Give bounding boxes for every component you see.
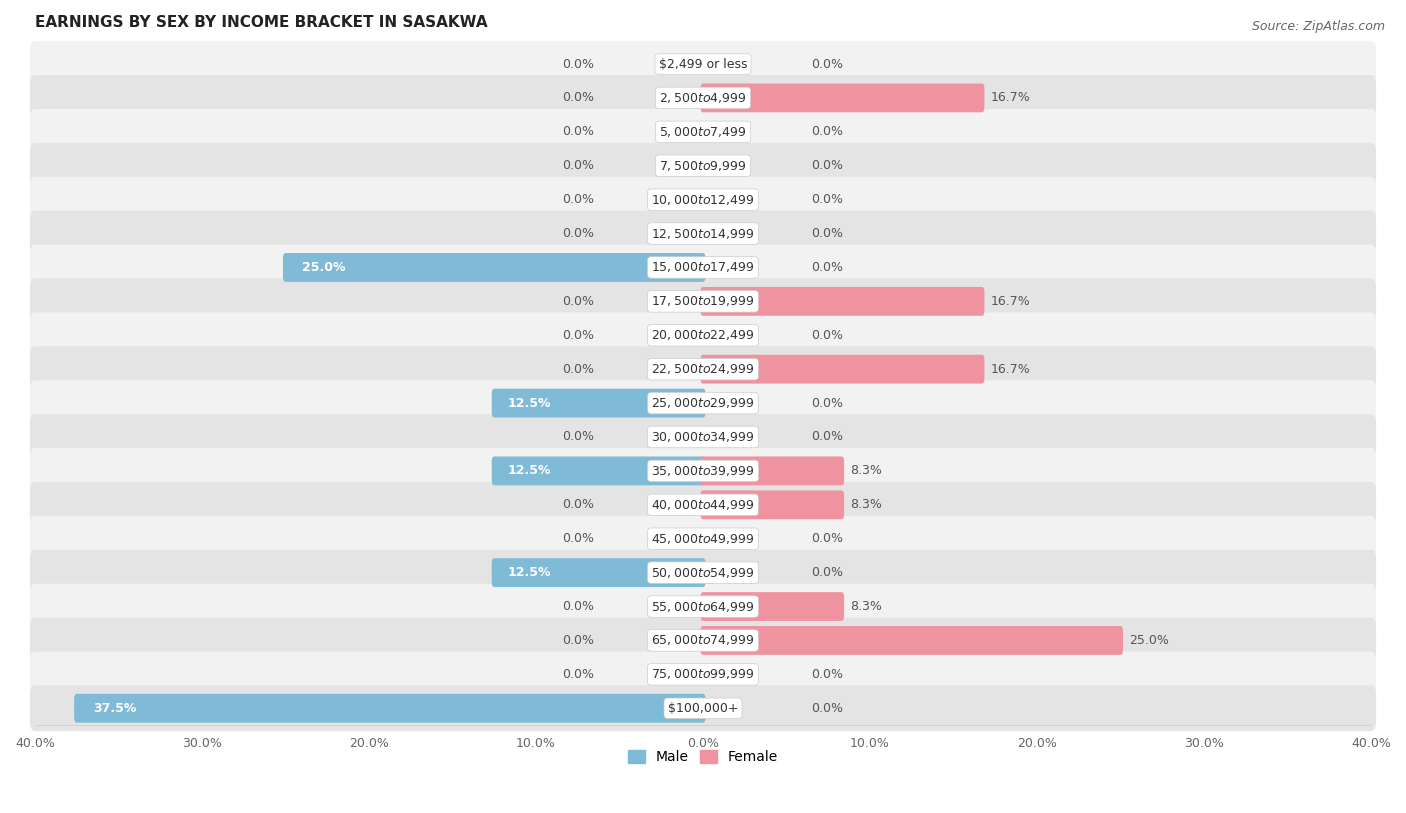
FancyBboxPatch shape — [30, 245, 1376, 290]
Text: $20,000 to $22,499: $20,000 to $22,499 — [651, 328, 755, 342]
FancyBboxPatch shape — [30, 651, 1376, 698]
Text: 0.0%: 0.0% — [562, 363, 595, 376]
Text: $65,000 to $74,999: $65,000 to $74,999 — [651, 633, 755, 647]
Text: 0.0%: 0.0% — [811, 125, 844, 138]
Text: $30,000 to $34,999: $30,000 to $34,999 — [651, 430, 755, 444]
Text: 0.0%: 0.0% — [562, 431, 595, 444]
FancyBboxPatch shape — [30, 550, 1376, 595]
Text: $50,000 to $54,999: $50,000 to $54,999 — [651, 566, 755, 580]
Text: 12.5%: 12.5% — [508, 566, 551, 579]
FancyBboxPatch shape — [700, 626, 1123, 654]
Text: 0.0%: 0.0% — [562, 600, 595, 613]
Text: $15,000 to $17,499: $15,000 to $17,499 — [651, 260, 755, 275]
Text: $22,500 to $24,999: $22,500 to $24,999 — [651, 362, 755, 376]
Text: 0.0%: 0.0% — [562, 498, 595, 511]
FancyBboxPatch shape — [30, 380, 1376, 426]
Text: 0.0%: 0.0% — [562, 328, 595, 341]
Text: 0.0%: 0.0% — [562, 125, 595, 138]
Text: 8.3%: 8.3% — [851, 498, 882, 511]
Text: $5,000 to $7,499: $5,000 to $7,499 — [659, 125, 747, 139]
Text: 0.0%: 0.0% — [811, 328, 844, 341]
FancyBboxPatch shape — [700, 592, 844, 621]
Text: $40,000 to $44,999: $40,000 to $44,999 — [651, 498, 755, 512]
Text: $7,500 to $9,999: $7,500 to $9,999 — [659, 159, 747, 172]
Text: $25,000 to $29,999: $25,000 to $29,999 — [651, 396, 755, 410]
Text: 0.0%: 0.0% — [562, 533, 595, 546]
FancyBboxPatch shape — [283, 253, 706, 282]
FancyBboxPatch shape — [30, 515, 1376, 562]
FancyBboxPatch shape — [30, 346, 1376, 392]
FancyBboxPatch shape — [30, 211, 1376, 256]
Text: 0.0%: 0.0% — [811, 397, 844, 410]
FancyBboxPatch shape — [700, 287, 984, 315]
Text: 0.0%: 0.0% — [562, 91, 595, 104]
FancyBboxPatch shape — [492, 456, 706, 485]
Text: 0.0%: 0.0% — [811, 702, 844, 715]
Text: 12.5%: 12.5% — [508, 397, 551, 410]
Text: 0.0%: 0.0% — [811, 159, 844, 172]
Text: 16.7%: 16.7% — [990, 295, 1031, 308]
FancyBboxPatch shape — [30, 109, 1376, 154]
Text: 25.0%: 25.0% — [302, 261, 346, 274]
FancyBboxPatch shape — [30, 414, 1376, 460]
Text: 0.0%: 0.0% — [811, 566, 844, 579]
Text: $45,000 to $49,999: $45,000 to $49,999 — [651, 532, 755, 546]
Text: $35,000 to $39,999: $35,000 to $39,999 — [651, 464, 755, 478]
Text: $55,000 to $64,999: $55,000 to $64,999 — [651, 599, 755, 614]
Text: $75,000 to $99,999: $75,000 to $99,999 — [651, 667, 755, 681]
Text: $12,500 to $14,999: $12,500 to $14,999 — [651, 227, 755, 241]
Text: 37.5%: 37.5% — [93, 702, 136, 715]
FancyBboxPatch shape — [700, 456, 844, 485]
Text: 0.0%: 0.0% — [562, 667, 595, 680]
FancyBboxPatch shape — [700, 84, 984, 112]
FancyBboxPatch shape — [30, 584, 1376, 629]
FancyBboxPatch shape — [30, 618, 1376, 663]
Text: 0.0%: 0.0% — [811, 58, 844, 71]
Text: 16.7%: 16.7% — [990, 363, 1031, 376]
Text: EARNINGS BY SEX BY INCOME BRACKET IN SASAKWA: EARNINGS BY SEX BY INCOME BRACKET IN SAS… — [35, 15, 488, 30]
Text: 12.5%: 12.5% — [508, 464, 551, 477]
Text: 0.0%: 0.0% — [811, 667, 844, 680]
Text: Source: ZipAtlas.com: Source: ZipAtlas.com — [1251, 20, 1385, 33]
Text: 0.0%: 0.0% — [811, 193, 844, 207]
Text: 0.0%: 0.0% — [811, 227, 844, 240]
Text: $100,000+: $100,000+ — [668, 702, 738, 715]
Text: 25.0%: 25.0% — [1129, 634, 1168, 647]
FancyBboxPatch shape — [30, 482, 1376, 528]
Text: 0.0%: 0.0% — [562, 58, 595, 71]
Text: 0.0%: 0.0% — [562, 295, 595, 308]
FancyBboxPatch shape — [75, 693, 706, 723]
Legend: Male, Female: Male, Female — [623, 745, 783, 770]
FancyBboxPatch shape — [30, 75, 1376, 121]
FancyBboxPatch shape — [30, 279, 1376, 324]
Text: 0.0%: 0.0% — [562, 634, 595, 647]
FancyBboxPatch shape — [30, 448, 1376, 493]
Text: 8.3%: 8.3% — [851, 600, 882, 613]
Text: 16.7%: 16.7% — [990, 91, 1031, 104]
FancyBboxPatch shape — [700, 490, 844, 520]
FancyBboxPatch shape — [30, 312, 1376, 359]
Text: 0.0%: 0.0% — [562, 193, 595, 207]
Text: $2,499 or less: $2,499 or less — [659, 58, 747, 71]
FancyBboxPatch shape — [30, 143, 1376, 189]
FancyBboxPatch shape — [30, 41, 1376, 87]
Text: $2,500 to $4,999: $2,500 to $4,999 — [659, 91, 747, 105]
Text: 8.3%: 8.3% — [851, 464, 882, 477]
Text: $10,000 to $12,499: $10,000 to $12,499 — [651, 193, 755, 207]
Text: 0.0%: 0.0% — [562, 159, 595, 172]
FancyBboxPatch shape — [30, 685, 1376, 731]
FancyBboxPatch shape — [492, 389, 706, 418]
FancyBboxPatch shape — [700, 354, 984, 384]
FancyBboxPatch shape — [30, 176, 1376, 223]
Text: 0.0%: 0.0% — [811, 261, 844, 274]
Text: 0.0%: 0.0% — [811, 533, 844, 546]
Text: 0.0%: 0.0% — [562, 227, 595, 240]
Text: $17,500 to $19,999: $17,500 to $19,999 — [651, 294, 755, 308]
Text: 0.0%: 0.0% — [811, 431, 844, 444]
FancyBboxPatch shape — [492, 559, 706, 587]
